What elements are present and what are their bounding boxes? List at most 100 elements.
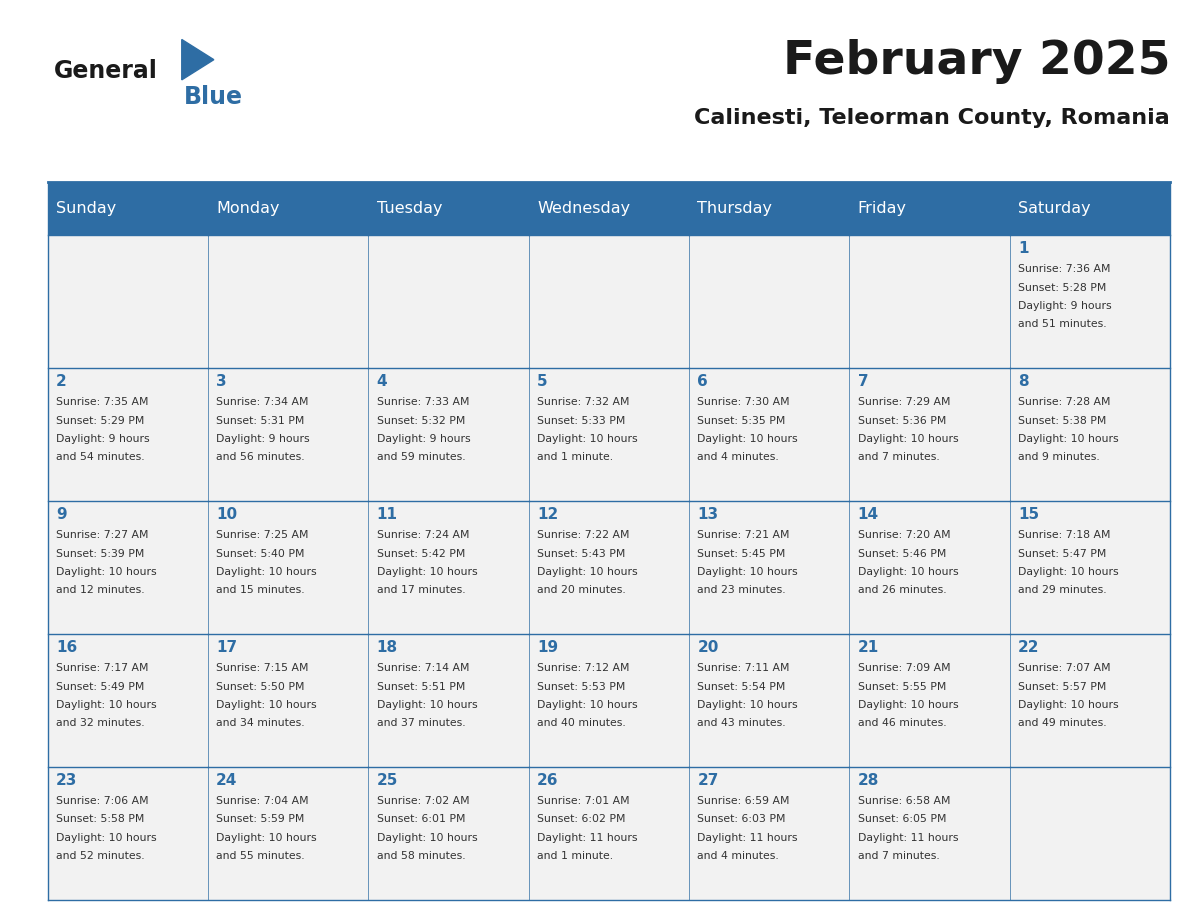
Text: 18: 18 — [377, 640, 398, 655]
Bar — [48, 235, 208, 368]
Text: Sunrise: 7:06 AM: Sunrise: 7:06 AM — [56, 796, 148, 806]
Bar — [208, 633, 368, 767]
Text: Sunrise: 7:11 AM: Sunrise: 7:11 AM — [697, 663, 790, 673]
Text: 9: 9 — [56, 508, 67, 522]
Text: Daylight: 10 hours: Daylight: 10 hours — [697, 434, 798, 444]
Text: Sunset: 6:01 PM: Sunset: 6:01 PM — [377, 814, 465, 824]
Text: 7: 7 — [858, 375, 868, 389]
Text: Sunset: 5:38 PM: Sunset: 5:38 PM — [1018, 416, 1106, 426]
Bar — [368, 767, 529, 900]
Text: Sunrise: 7:36 AM: Sunrise: 7:36 AM — [1018, 264, 1111, 274]
Bar — [1010, 633, 1170, 767]
Text: Sunset: 5:51 PM: Sunset: 5:51 PM — [377, 681, 465, 691]
Text: Sunrise: 7:30 AM: Sunrise: 7:30 AM — [697, 397, 790, 408]
Bar — [849, 501, 1010, 633]
Text: Sunset: 5:28 PM: Sunset: 5:28 PM — [1018, 283, 1106, 293]
Text: 1: 1 — [1018, 241, 1029, 256]
Text: 2: 2 — [56, 375, 67, 389]
Text: Daylight: 10 hours: Daylight: 10 hours — [1018, 434, 1119, 444]
Text: Sunrise: 7:14 AM: Sunrise: 7:14 AM — [377, 663, 469, 673]
Bar — [689, 767, 849, 900]
Text: Sunrise: 6:58 AM: Sunrise: 6:58 AM — [858, 796, 950, 806]
Text: Sunset: 5:31 PM: Sunset: 5:31 PM — [216, 416, 304, 426]
Text: Sunset: 5:57 PM: Sunset: 5:57 PM — [1018, 681, 1106, 691]
Text: and 59 minutes.: and 59 minutes. — [377, 453, 466, 463]
Text: and 7 minutes.: and 7 minutes. — [858, 453, 940, 463]
Text: Blue: Blue — [184, 85, 244, 109]
Text: 28: 28 — [858, 773, 879, 789]
Bar — [48, 767, 208, 900]
Text: Daylight: 10 hours: Daylight: 10 hours — [56, 567, 157, 577]
Bar — [48, 182, 208, 235]
Text: Sunset: 5:43 PM: Sunset: 5:43 PM — [537, 549, 625, 558]
Text: Daylight: 10 hours: Daylight: 10 hours — [56, 833, 157, 843]
Text: Sunset: 5:58 PM: Sunset: 5:58 PM — [56, 814, 144, 824]
Text: Sunset: 5:40 PM: Sunset: 5:40 PM — [216, 549, 304, 558]
Text: and 15 minutes.: and 15 minutes. — [216, 586, 305, 595]
Bar — [689, 182, 849, 235]
Text: Sunrise: 7:04 AM: Sunrise: 7:04 AM — [216, 796, 309, 806]
Text: 11: 11 — [377, 508, 398, 522]
Text: Daylight: 11 hours: Daylight: 11 hours — [697, 833, 798, 843]
Text: 23: 23 — [56, 773, 77, 789]
Bar — [689, 501, 849, 633]
Bar — [689, 633, 849, 767]
Text: Sunrise: 7:15 AM: Sunrise: 7:15 AM — [216, 663, 309, 673]
Bar — [529, 368, 689, 501]
Text: and 4 minutes.: and 4 minutes. — [697, 851, 779, 861]
Bar — [529, 182, 689, 235]
Bar — [208, 501, 368, 633]
Text: 4: 4 — [377, 375, 387, 389]
Text: Sunset: 5:53 PM: Sunset: 5:53 PM — [537, 681, 625, 691]
Text: Sunset: 5:54 PM: Sunset: 5:54 PM — [697, 681, 785, 691]
Text: 12: 12 — [537, 508, 558, 522]
Text: Sunrise: 7:22 AM: Sunrise: 7:22 AM — [537, 531, 630, 540]
Text: and 1 minute.: and 1 minute. — [537, 453, 613, 463]
Text: Daylight: 10 hours: Daylight: 10 hours — [858, 434, 959, 444]
Text: Sunset: 5:35 PM: Sunset: 5:35 PM — [697, 416, 785, 426]
Text: Sunrise: 6:59 AM: Sunrise: 6:59 AM — [697, 796, 790, 806]
Bar — [48, 368, 208, 501]
Text: Sunset: 5:45 PM: Sunset: 5:45 PM — [697, 549, 785, 558]
Text: and 9 minutes.: and 9 minutes. — [1018, 453, 1100, 463]
Text: and 23 minutes.: and 23 minutes. — [697, 586, 786, 595]
Text: Daylight: 10 hours: Daylight: 10 hours — [537, 567, 638, 577]
Text: Sunrise: 7:27 AM: Sunrise: 7:27 AM — [56, 531, 148, 540]
Text: and 20 minutes.: and 20 minutes. — [537, 586, 626, 595]
Text: Daylight: 10 hours: Daylight: 10 hours — [1018, 700, 1119, 710]
Text: 26: 26 — [537, 773, 558, 789]
Text: Daylight: 10 hours: Daylight: 10 hours — [697, 567, 798, 577]
Text: 8: 8 — [1018, 375, 1029, 389]
Text: and 34 minutes.: and 34 minutes. — [216, 718, 305, 728]
Bar — [1010, 501, 1170, 633]
Text: 17: 17 — [216, 640, 238, 655]
Bar — [849, 235, 1010, 368]
Text: Daylight: 10 hours: Daylight: 10 hours — [216, 700, 317, 710]
Text: Daylight: 10 hours: Daylight: 10 hours — [537, 700, 638, 710]
Polygon shape — [182, 39, 214, 80]
Text: and 29 minutes.: and 29 minutes. — [1018, 586, 1107, 595]
Text: Daylight: 10 hours: Daylight: 10 hours — [697, 700, 798, 710]
Text: Tuesday: Tuesday — [377, 201, 442, 216]
Text: Saturday: Saturday — [1018, 201, 1091, 216]
Bar — [48, 501, 208, 633]
Text: Sunset: 5:50 PM: Sunset: 5:50 PM — [216, 681, 304, 691]
Text: and 51 minutes.: and 51 minutes. — [1018, 319, 1107, 330]
Text: Sunset: 5:42 PM: Sunset: 5:42 PM — [377, 549, 465, 558]
Bar — [368, 501, 529, 633]
Bar — [368, 633, 529, 767]
Text: Daylight: 11 hours: Daylight: 11 hours — [537, 833, 638, 843]
Text: Sunrise: 7:09 AM: Sunrise: 7:09 AM — [858, 663, 950, 673]
Text: Daylight: 10 hours: Daylight: 10 hours — [1018, 567, 1119, 577]
Bar — [1010, 182, 1170, 235]
Text: Sunrise: 7:21 AM: Sunrise: 7:21 AM — [697, 531, 790, 540]
Text: 20: 20 — [697, 640, 719, 655]
Text: 25: 25 — [377, 773, 398, 789]
Bar — [689, 368, 849, 501]
Text: Sunrise: 7:17 AM: Sunrise: 7:17 AM — [56, 663, 148, 673]
Text: Sunrise: 7:02 AM: Sunrise: 7:02 AM — [377, 796, 469, 806]
Text: 19: 19 — [537, 640, 558, 655]
Text: Daylight: 9 hours: Daylight: 9 hours — [377, 434, 470, 444]
Bar — [529, 235, 689, 368]
Text: Sunrise: 7:12 AM: Sunrise: 7:12 AM — [537, 663, 630, 673]
